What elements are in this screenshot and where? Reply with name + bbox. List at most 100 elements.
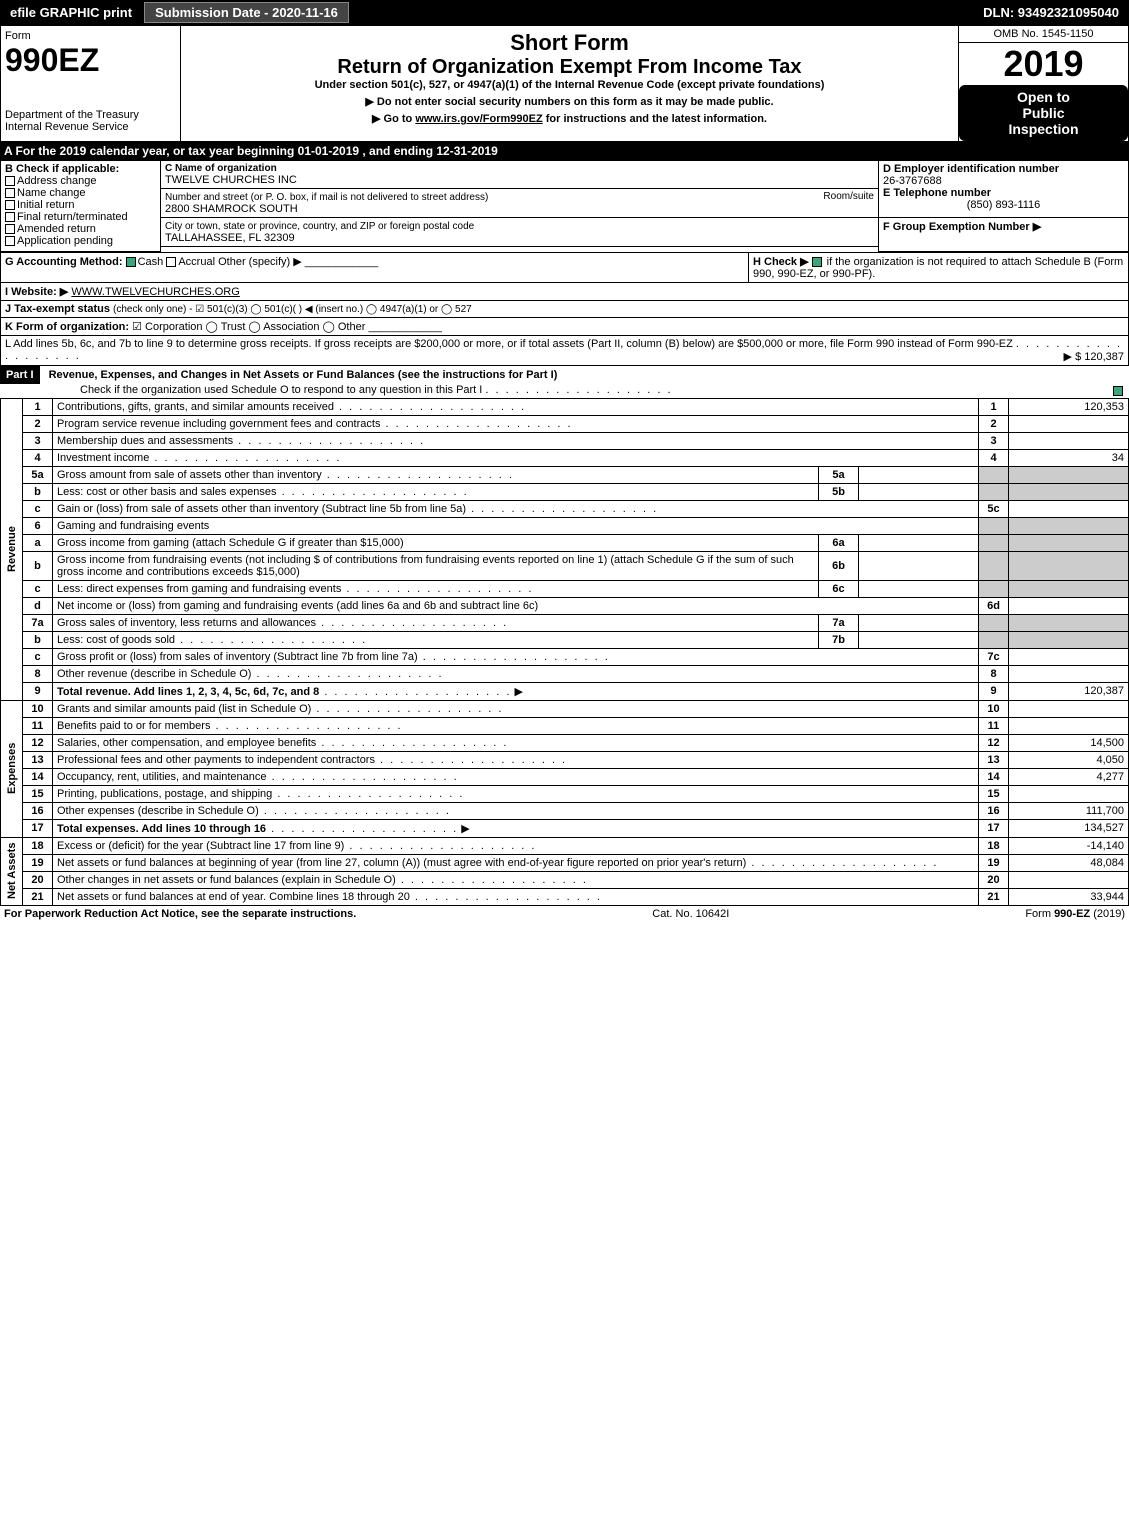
part1-checkbox[interactable]: [1113, 386, 1123, 396]
footer-mid: Cat. No. 10642I: [652, 908, 729, 920]
h-text: if the organization is not required to a…: [753, 256, 1123, 280]
l14-rn: 14: [979, 768, 1009, 785]
i-label: I Website: ▶: [5, 286, 68, 298]
l17-rn: 17: [979, 819, 1009, 837]
l20-num: 20: [23, 871, 53, 888]
goto-pre: ▶ Go to: [372, 113, 415, 125]
l17-num: 17: [23, 819, 53, 837]
short-form-title: Short Form: [185, 30, 954, 56]
l16-desc: Other expenses (describe in Schedule O): [57, 805, 259, 817]
l5a-sb: 5a: [819, 466, 859, 483]
l13-desc: Professional fees and other payments to …: [57, 754, 375, 766]
website-link[interactable]: WWW.TWELVECHURCHES.ORG: [71, 286, 239, 298]
l1-rn: 1: [979, 398, 1009, 415]
box-c-street: Number and street (or P. O. box, if mail…: [161, 189, 879, 218]
footer-right: Form 990-EZ (2019): [1025, 908, 1125, 920]
l18-val: -14,140: [1009, 837, 1129, 854]
l20-desc: Other changes in net assets or fund bala…: [57, 874, 396, 886]
l3-rn: 3: [979, 432, 1009, 449]
l6-desc: Gaming and fundraising events: [53, 517, 979, 534]
cb-initial[interactable]: Initial return: [17, 199, 74, 211]
l10-val: [1009, 700, 1129, 717]
subtitle: Under section 501(c), 527, or 4947(a)(1)…: [185, 79, 954, 91]
part1-header: Part I Revenue, Expenses, and Changes in…: [0, 366, 1129, 398]
l-text: L Add lines 5b, 6c, and 7b to line 9 to …: [5, 338, 1013, 350]
l18-num: 18: [23, 837, 53, 854]
irs-link[interactable]: www.irs.gov/Form990EZ: [415, 113, 542, 125]
l8-desc: Other revenue (describe in Schedule O): [57, 668, 251, 680]
l-amount: ▶ $ 120,387: [1064, 350, 1124, 363]
efile-label[interactable]: efile GRAPHIC print: [4, 3, 138, 22]
part1-title: Revenue, Expenses, and Changes in Net As…: [43, 366, 564, 384]
l5c-val: [1009, 500, 1129, 517]
form-number: 990EZ: [5, 42, 176, 79]
l1-val: 120,353: [1009, 398, 1129, 415]
l5b-sb: 5b: [819, 483, 859, 500]
goto-line: ▶ Go to www.irs.gov/Form990EZ for instru…: [185, 112, 954, 125]
f-label: F Group Exemption Number ▶: [883, 221, 1041, 233]
l7c-rn: 7c: [979, 648, 1009, 665]
org-name: TWELVE CHURCHES INC: [165, 174, 874, 186]
l2-rn: 2: [979, 415, 1009, 432]
l7c-val: [1009, 648, 1129, 665]
l4-num: 4: [23, 449, 53, 466]
l6a-sb: 6a: [819, 534, 859, 551]
l7b-desc: Less: cost of goods sold: [57, 634, 175, 646]
d-label: D Employer identification number: [883, 163, 1059, 175]
l5a-num: 5a: [23, 466, 53, 483]
g-cash[interactable]: Cash: [138, 256, 164, 268]
l21-rn: 21: [979, 888, 1009, 905]
cb-final[interactable]: Final return/terminated: [17, 211, 128, 223]
open-line2: Public: [963, 105, 1124, 121]
l19-desc: Net assets or fund balances at beginning…: [57, 857, 746, 869]
l3-desc: Membership dues and assessments: [57, 435, 233, 447]
l7c-num: c: [23, 648, 53, 665]
l15-desc: Printing, publications, postage, and shi…: [57, 788, 272, 800]
l8-rn: 8: [979, 665, 1009, 682]
l13-num: 13: [23, 751, 53, 768]
l7a-sb: 7a: [819, 614, 859, 631]
return-title: Return of Organization Exempt From Incom…: [185, 56, 954, 79]
l19-val: 48,084: [1009, 854, 1129, 871]
g-accrual[interactable]: Accrual: [178, 256, 215, 268]
l14-num: 14: [23, 768, 53, 785]
l5c-rn: 5c: [979, 500, 1009, 517]
l11-val: [1009, 717, 1129, 734]
e-label: E Telephone number: [883, 187, 991, 199]
cb-address[interactable]: Address change: [17, 175, 97, 187]
l16-rn: 16: [979, 802, 1009, 819]
cb-pending[interactable]: Application pending: [17, 235, 113, 247]
l21-num: 21: [23, 888, 53, 905]
l6b-num: b: [23, 551, 53, 580]
city-label: City or town, state or province, country…: [165, 221, 474, 232]
l15-val: [1009, 785, 1129, 802]
l13-rn: 13: [979, 751, 1009, 768]
l12-desc: Salaries, other compensation, and employ…: [57, 737, 316, 749]
l9-num: 9: [23, 682, 53, 700]
l4-rn: 4: [979, 449, 1009, 466]
l14-desc: Occupancy, rent, utilities, and maintena…: [57, 771, 267, 783]
part1-label: Part I: [0, 366, 40, 384]
l5b-desc: Less: cost or other basis and sales expe…: [57, 486, 277, 498]
cb-name[interactable]: Name change: [17, 187, 86, 199]
l7a-num: 7a: [23, 614, 53, 631]
box-c-city: City or town, state or province, country…: [161, 218, 879, 247]
l6b-sb: 6b: [819, 551, 859, 580]
g-h-block: G Accounting Method: Cash Accrual Other …: [0, 252, 1129, 366]
top-bar: efile GRAPHIC print Submission Date - 20…: [0, 0, 1129, 25]
l12-num: 12: [23, 734, 53, 751]
l10-desc: Grants and similar amounts paid (list in…: [57, 703, 311, 715]
l3-val: [1009, 432, 1129, 449]
l5b-num: b: [23, 483, 53, 500]
period-line: A For the 2019 calendar year, or tax yea…: [0, 142, 1129, 160]
ssn-warning: ▶ Do not enter social security numbers o…: [185, 95, 954, 108]
l15-rn: 15: [979, 785, 1009, 802]
part1-lines: Revenue 1 Contributions, gifts, grants, …: [0, 398, 1129, 906]
cb-amended[interactable]: Amended return: [17, 223, 96, 235]
omb-number: OMB No. 1545-1150: [959, 26, 1128, 43]
g-other[interactable]: Other (specify) ▶: [218, 256, 302, 268]
l12-val: 14,500: [1009, 734, 1129, 751]
l8-val: [1009, 665, 1129, 682]
netassets-label: Net Assets: [1, 837, 23, 905]
dept-irs: Internal Revenue Service: [5, 121, 176, 133]
